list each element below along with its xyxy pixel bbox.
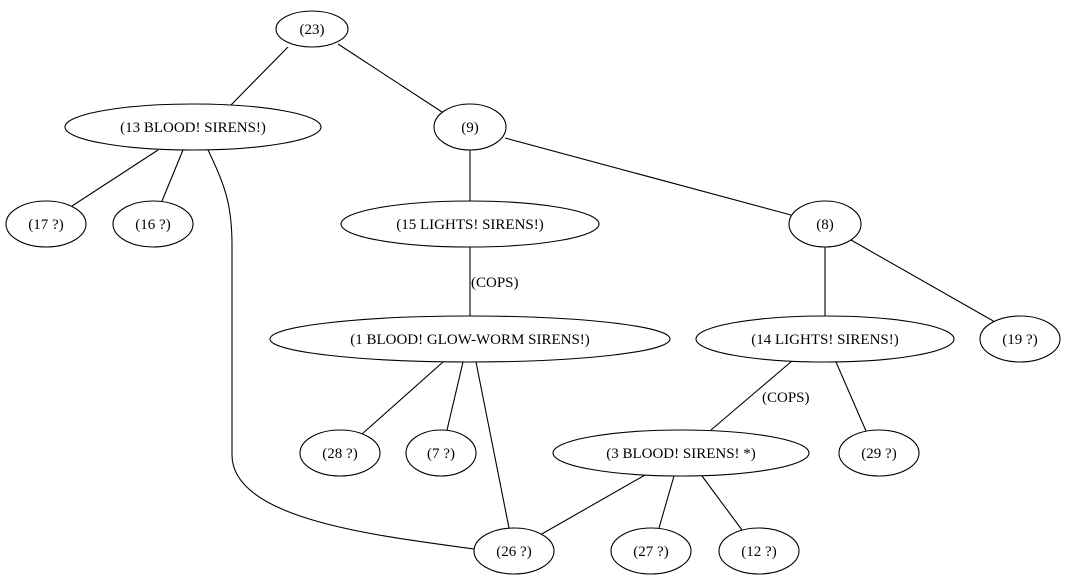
edge-line: [710, 360, 793, 431]
node-12: (12 ?): [718, 527, 800, 575]
node-label: (23): [300, 22, 325, 38]
edge-line: [850, 239, 996, 323]
edge-line: [446, 361, 464, 431]
node-19: (19 ?): [979, 315, 1061, 363]
edge-8-19: [850, 239, 996, 323]
node-label: (16 ?): [135, 217, 170, 233]
node-15: (15 LIGHTS! SIRENS!): [340, 200, 600, 248]
edge-line: [701, 475, 743, 531]
edge-23-9: [337, 43, 443, 113]
edge-9-8: [504, 137, 792, 216]
node-label: (29 ?): [861, 446, 896, 462]
node-label: (9): [461, 120, 479, 136]
node-label: (15 LIGHTS! SIRENS!): [396, 217, 544, 233]
node-23: (23): [275, 10, 349, 48]
edge-line: [230, 46, 289, 106]
node-ellipse: [405, 429, 477, 477]
node-9: (9): [433, 103, 507, 151]
node-1: (1 BLOOD! GLOW-WORM SIRENS!): [269, 315, 671, 363]
node-17: (17 ?): [5, 200, 87, 248]
node-ellipse: [473, 527, 555, 575]
edge-layer: (COPS) (COPS): [71, 43, 996, 550]
node-label: (12 ?): [741, 544, 776, 560]
edge-1-26: [475, 361, 510, 529]
edge-line: [161, 149, 184, 202]
node-label: (28 ?): [322, 446, 357, 462]
node-label: (17 ?): [28, 217, 63, 233]
node-label: (8): [816, 217, 834, 233]
node-label: (13 BLOOD! SIRENS!): [120, 120, 266, 136]
edge-line: [207, 149, 475, 550]
edge-line: [71, 149, 159, 207]
edge-line: [504, 137, 792, 216]
node-ellipse: [610, 527, 692, 575]
node-ellipse: [979, 315, 1061, 363]
edge-label: (COPS): [471, 275, 519, 291]
node-28: (28 ?): [299, 429, 381, 477]
node-label: (1 BLOOD! GLOW-WORM SIRENS!): [350, 332, 590, 348]
node-ellipse: [112, 200, 194, 248]
node-ellipse: [299, 429, 381, 477]
edge-23-13: [230, 46, 289, 106]
node-ellipse: [340, 200, 600, 248]
node-ellipse: [718, 527, 800, 575]
node-ellipse: [788, 200, 862, 248]
node-ellipse: [552, 429, 810, 477]
edge-1-28: [361, 361, 444, 435]
node-ellipse: [275, 10, 349, 48]
edge-15-1: (COPS): [469, 247, 519, 316]
node-29: (29 ?): [838, 429, 920, 477]
edge-line: [835, 361, 867, 432]
node-ellipse: [838, 429, 920, 477]
node-ellipse: [269, 315, 671, 363]
edge-13-17: [71, 149, 159, 207]
node-8: (8): [788, 200, 862, 248]
edge-line: [475, 361, 510, 529]
node-label: (7 ?): [427, 446, 455, 462]
node-7: (7 ?): [405, 429, 477, 477]
edge-line: [658, 475, 675, 529]
node-ellipse: [5, 200, 87, 248]
node-label: (26 ?): [496, 544, 531, 560]
edge-3-26: [539, 474, 646, 536]
edge-line: [361, 361, 444, 435]
node-ellipse: [695, 315, 955, 363]
node-14: (14 LIGHTS! SIRENS!): [695, 315, 955, 363]
node-27: (27 ?): [610, 527, 692, 575]
edge-3-12: [701, 475, 743, 531]
edge-line: [337, 43, 443, 113]
edge-14-3: (COPS): [710, 360, 810, 431]
edge-3-27: [658, 475, 675, 529]
node-13: (13 BLOOD! SIRENS!): [64, 103, 322, 151]
node-layer: (23) (13 BLOOD! SIRENS!) (9) (17 ?) (16 ?) (1…: [5, 10, 1061, 575]
node-label: (14 LIGHTS! SIRENS!): [751, 332, 899, 348]
node-label: (19 ?): [1002, 332, 1037, 348]
node-16: (16 ?): [112, 200, 194, 248]
edge-line: [539, 474, 646, 536]
node-label: (3 BLOOD! SIRENS! *): [606, 446, 756, 462]
node-ellipse: [433, 103, 507, 151]
node-3: (3 BLOOD! SIRENS! *): [552, 429, 810, 477]
edge-14-29: [835, 361, 867, 432]
edge-1-7: [446, 361, 464, 431]
edge-13-26: [207, 149, 475, 550]
node-26: (26 ?): [473, 527, 555, 575]
edge-label: (COPS): [762, 390, 810, 406]
node-label: (27 ?): [633, 544, 668, 560]
node-ellipse: [64, 103, 322, 151]
edge-13-16: [161, 149, 184, 202]
